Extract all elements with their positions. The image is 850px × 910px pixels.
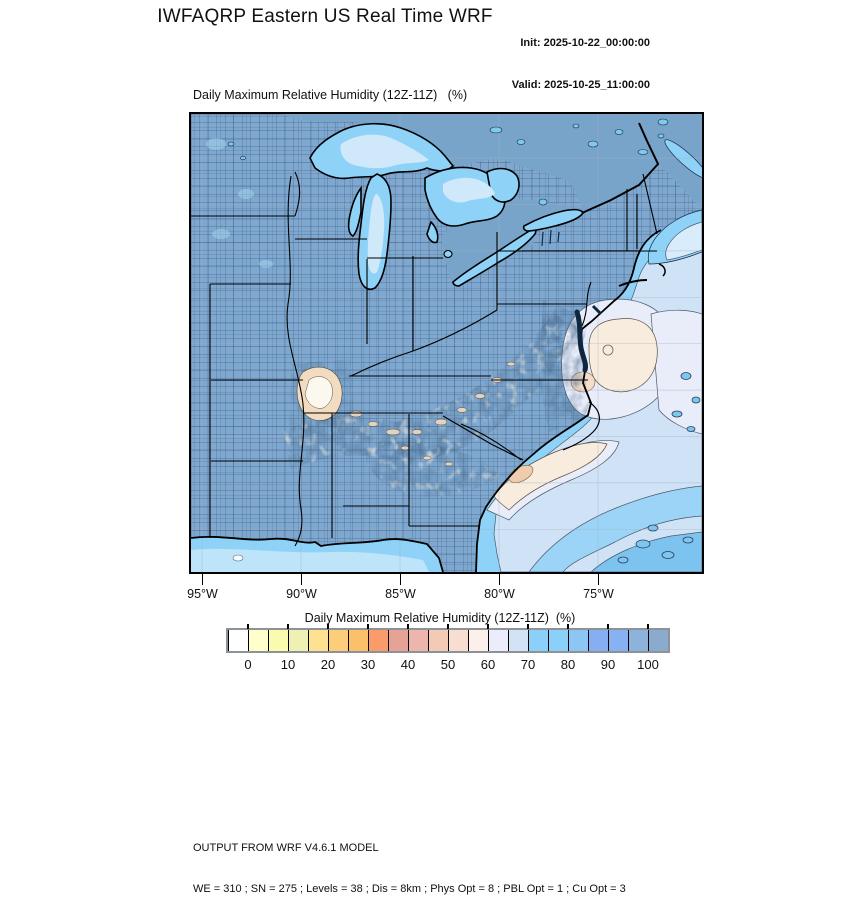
- lon-tick-mark: [597, 574, 599, 585]
- gulf-of-mexico: [191, 536, 443, 572]
- colorbar-cell: [308, 630, 328, 651]
- colorbar-cell: [608, 630, 628, 651]
- plot-main-title: IWFAQRP Eastern US Real Time WRF: [157, 6, 493, 27]
- colorbar-cell: [548, 630, 568, 651]
- run-timestamps: Init: 2025-10-22_00:00:00 Valid: 2025-10…: [512, 8, 650, 106]
- delaware-bay: [591, 304, 603, 316]
- colorbar-cell: [448, 630, 468, 651]
- colorbar-cell: [568, 630, 588, 651]
- colorbar: [226, 628, 670, 653]
- colorbar-tick-label: 40: [388, 624, 428, 672]
- colorbar-cell: [348, 630, 368, 651]
- model-info-line1: OUTPUT FROM WRF V4.6.1 MODEL: [193, 842, 379, 854]
- lon-tick-label: 90°W: [286, 587, 317, 601]
- colorbar-tick-label: 0: [228, 624, 268, 672]
- colorbar-cell: [588, 630, 608, 651]
- lon-tick-label: 85°W: [385, 587, 416, 601]
- ocean-eddies: [617, 372, 701, 564]
- colorbar-tick-label: 100: [628, 624, 668, 672]
- page-root: { "header": { "title": "IWFAQRP Eastern …: [157, 6, 704, 895]
- finger-lakes: [541, 229, 560, 247]
- lon-tick-mark: [498, 574, 500, 585]
- great-lakes: [309, 122, 584, 290]
- coastline: [191, 229, 666, 572]
- colorbar-cell: [648, 630, 668, 651]
- state-borders: [191, 122, 660, 547]
- colorbar-tick-label: 60: [468, 624, 508, 672]
- colorbar-cell: [268, 630, 288, 651]
- lon-tick-label: 80°W: [484, 587, 515, 601]
- wet-patches: [206, 138, 273, 268]
- valid-timestamp: Valid: 2025-10-25_11:00:00: [511, 79, 650, 91]
- lon-tick-mark: [300, 574, 302, 585]
- lake-pale-centers: [340, 134, 495, 274]
- colorbar-tick-label: 20: [308, 624, 348, 672]
- colorbar-tick-label: 90: [588, 624, 628, 672]
- map-canvas-frame: [189, 112, 704, 574]
- colorbar-title: Daily Maximum Relative Humidity (12Z-11Z…: [304, 611, 576, 625]
- colorbar-tick-label: 70: [508, 624, 548, 672]
- colorbar-tick-label: 80: [548, 624, 588, 672]
- lon-tick-label: 75°W: [583, 587, 614, 601]
- colorbar-cell: [508, 630, 528, 651]
- colorbar-tick-label: 50: [428, 624, 468, 672]
- cape-cod: [658, 263, 666, 277]
- map-variable-title: Daily Maximum Relative Humidity (12Z-11Z…: [193, 88, 468, 102]
- small-lakes: [227, 118, 669, 206]
- model-info-line2: WE = 310 ; SN = 275 ; Levels = 38 ; Dis …: [193, 882, 626, 895]
- colorbar-cell: [288, 630, 308, 651]
- colorbar-cell: [488, 630, 508, 651]
- colorbar-cell: [388, 630, 408, 651]
- outer-banks: [562, 401, 600, 451]
- chesapeake-bay: [574, 309, 588, 373]
- colorbar-cell: [228, 630, 248, 651]
- lon-tick-label: 95°W: [187, 587, 218, 601]
- model-info: OUTPUT FROM WRF V4.6.1 MODEL WE = 310 ; …: [193, 815, 626, 910]
- colorbar-cell: [468, 630, 488, 651]
- colorbar-cell: [368, 630, 388, 651]
- colorbar-tick-label: 10: [268, 624, 308, 672]
- init-timestamp: Init: 2025-10-22_00:00:00: [520, 37, 650, 49]
- colorbar-cell: [428, 630, 448, 651]
- colorbar-cell: [628, 630, 648, 651]
- colorbar-tick-label: 30: [348, 624, 388, 672]
- long-island: [618, 279, 648, 287]
- rh-contour-map: [191, 114, 702, 572]
- colorbar-cell: [328, 630, 348, 651]
- colorbar-cell: [408, 630, 428, 651]
- lon-tick-mark: [399, 574, 401, 585]
- colorbar-cell: [248, 630, 268, 651]
- humidity-contour-bands: [486, 139, 702, 572]
- colorbar-cell: [528, 630, 548, 651]
- lon-tick-mark: [201, 574, 203, 585]
